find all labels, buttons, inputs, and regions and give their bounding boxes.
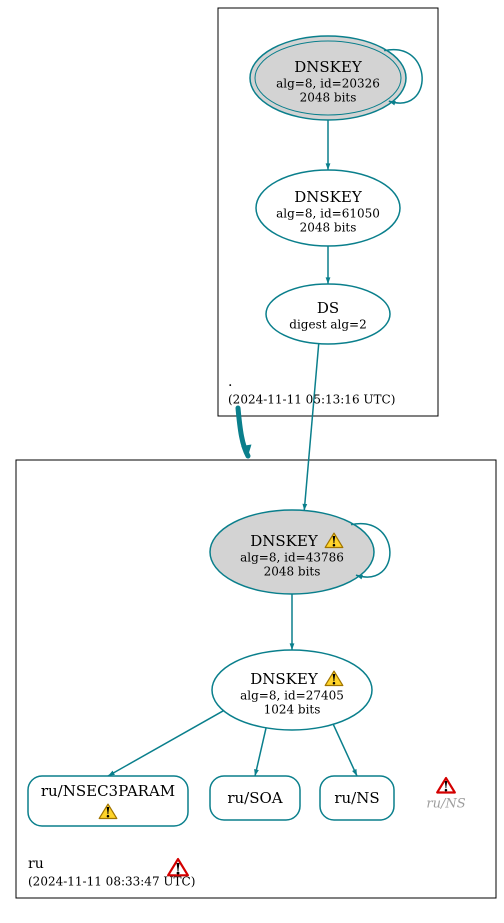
svg-text:2048 bits: 2048 bits <box>300 91 357 105</box>
svg-text:!: ! <box>105 806 111 822</box>
node-soa: ru/SOA <box>210 776 300 820</box>
svg-text:ru/SOA: ru/SOA <box>227 789 282 807</box>
svg-text:ru/NSEC3PARAM: ru/NSEC3PARAM <box>41 782 175 800</box>
edge-zsk_ru_to_ns <box>333 724 357 776</box>
node-ns_ghost: !ru/NS <box>426 778 465 811</box>
edge-zsk_ru_to_nsec3 <box>108 711 223 776</box>
edge-zsk_ru_to_soa <box>254 728 266 776</box>
svg-text:!: ! <box>331 673 337 689</box>
svg-text:DNSKEY: DNSKEY <box>250 532 319 550</box>
svg-text:2048 bits: 2048 bits <box>264 565 321 579</box>
svg-text:!: ! <box>443 780 449 796</box>
edge-ds_to_ksk_ru <box>302 344 318 511</box>
svg-text:alg=8, id=43786: alg=8, id=43786 <box>240 551 344 565</box>
svg-text:2048 bits: 2048 bits <box>300 221 357 235</box>
svg-text:DS: DS <box>317 299 339 317</box>
svg-text:alg=8, id=27405: alg=8, id=27405 <box>240 689 344 703</box>
svg-text:ru/NS: ru/NS <box>426 797 465 812</box>
svg-text:!: ! <box>331 535 337 551</box>
node-ds: DSdigest alg=2 <box>266 284 390 344</box>
zone-root-label: . <box>228 374 232 390</box>
edge-zsk_root_to_ds <box>326 246 331 284</box>
zone-ru-label: ru <box>28 856 44 872</box>
svg-text:1024 bits: 1024 bits <box>264 703 321 717</box>
zone-ru-timestamp: (2024-11-11 08:33:47 UTC) <box>28 875 195 889</box>
node-ksk_root: DNSKEYalg=8, id=203262048 bits <box>250 36 422 120</box>
node-ns: ru/NS <box>320 776 394 820</box>
svg-text:alg=8, id=20326: alg=8, id=20326 <box>276 77 380 91</box>
edge-ksk_root_to_zsk_root <box>326 120 331 170</box>
svg-text:!: ! <box>174 859 181 878</box>
svg-text:ru/NS: ru/NS <box>334 789 379 807</box>
zone-root-timestamp: (2024-11-11 05:13:16 UTC) <box>228 393 395 407</box>
svg-text:DNSKEY: DNSKEY <box>294 188 363 206</box>
error-icon: ! <box>437 778 455 796</box>
svg-text:DNSKEY: DNSKEY <box>250 670 319 688</box>
svg-text:DNSKEY: DNSKEY <box>294 58 363 76</box>
svg-text:digest alg=2: digest alg=2 <box>289 318 366 332</box>
node-zsk_ru: DNSKEY!alg=8, id=274051024 bits <box>212 650 372 730</box>
edge-ksk_ru_to_zsk_ru <box>290 594 295 650</box>
node-zsk_root: DNSKEYalg=8, id=610502048 bits <box>256 170 400 246</box>
node-nsec3: ru/NSEC3PARAM! <box>28 776 188 826</box>
node-ksk_ru: DNSKEY!alg=8, id=437862048 bits <box>210 510 390 594</box>
zone-ru-error-icon: ! <box>168 859 188 878</box>
edge-delegation-root-ru <box>238 408 251 456</box>
svg-text:alg=8, id=61050: alg=8, id=61050 <box>276 207 380 221</box>
